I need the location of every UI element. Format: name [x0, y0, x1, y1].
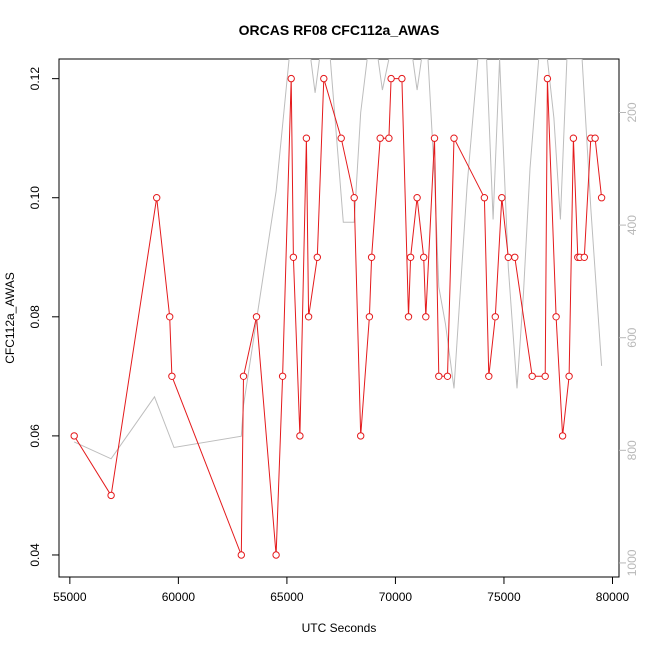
data-point: [237, 551, 246, 559]
x-tick-label: 70000: [379, 590, 413, 604]
y2-tick-label: 600: [625, 327, 639, 347]
data-point: [365, 313, 374, 321]
data-point: [413, 194, 421, 202]
data-point: [385, 134, 393, 142]
y-axis-label: CFC112a_AWAS: [3, 272, 17, 364]
data-point: [376, 134, 384, 142]
data-point: [70, 432, 78, 440]
secondary-series-line: [73, 59, 603, 460]
x-tick-label: 80000: [596, 590, 630, 604]
data-point: [485, 372, 493, 380]
y-tick-label: 0.08: [28, 305, 42, 329]
data-point: [272, 551, 280, 559]
data-point: [580, 253, 588, 261]
y-tick-label: 0.04: [28, 543, 42, 567]
data-point: [552, 313, 560, 321]
data-point: [498, 194, 506, 202]
data-point: [350, 194, 358, 202]
data-point: [591, 134, 599, 142]
x-axis-label: UTC Seconds: [302, 621, 377, 635]
data-point: [435, 372, 443, 380]
data-point: [597, 194, 606, 202]
data-point: [153, 194, 161, 202]
data-point: [313, 253, 321, 261]
secondary-y-axis: 200 400 600 800 1000: [619, 102, 639, 576]
data-point: [107, 491, 115, 500]
data-point: [480, 194, 489, 202]
plot-frame: [58, 58, 620, 578]
x-tick-label: 55000: [53, 590, 87, 604]
y-tick-label: 0.06: [28, 424, 42, 448]
data-point: [168, 372, 176, 380]
y2-tick-label: 200: [625, 102, 639, 122]
data-point: [511, 253, 519, 261]
data-point: [422, 313, 430, 321]
data-point: [443, 372, 452, 380]
y2-tick-label: 1000: [625, 549, 639, 576]
x-tick-label: 65000: [270, 590, 304, 604]
data-point: [387, 74, 395, 83]
data-point: [528, 372, 536, 380]
data-point: [406, 253, 415, 261]
data-point: [278, 372, 287, 380]
y-axis: 0.04 0.06 0.08 0.10 0.12: [28, 67, 59, 567]
data-point: [565, 372, 573, 380]
x-axis: 55000 60000 65000 70000 75000 80000: [53, 577, 629, 604]
data-point: [304, 313, 313, 321]
data-point: [430, 134, 439, 142]
data-point: [252, 313, 261, 321]
data-point: [320, 74, 328, 83]
data-point: [543, 74, 552, 83]
data-point: [504, 253, 512, 261]
data-point: [569, 134, 578, 142]
x-tick-label: 75000: [487, 590, 521, 604]
data-point: [541, 372, 549, 380]
data-point: [398, 74, 406, 83]
data-point: [289, 253, 298, 261]
data-point: [302, 134, 311, 142]
y2-tick-label: 400: [625, 215, 639, 235]
y-tick-label: 0.12: [28, 67, 42, 91]
x-tick-label: 60000: [162, 590, 196, 604]
data-point: [357, 432, 365, 440]
data-point: [420, 253, 428, 261]
data-point: [491, 313, 499, 321]
y-tick-label: 0.10: [28, 186, 42, 210]
data-point: [166, 313, 174, 321]
chart-title: ORCAS RF08 CFC112a_AWAS: [239, 22, 440, 38]
data-point: [367, 253, 376, 261]
y2-tick-label: 800: [625, 440, 639, 460]
data-point: [287, 74, 295, 83]
data-point: [450, 134, 458, 142]
data-point: [239, 372, 248, 380]
data-point: [296, 432, 304, 440]
primary-series-line: [73, 78, 603, 556]
data-point: [404, 313, 413, 321]
data-point: [558, 432, 567, 440]
series-layer: [70, 59, 606, 559]
data-point: [337, 134, 345, 142]
